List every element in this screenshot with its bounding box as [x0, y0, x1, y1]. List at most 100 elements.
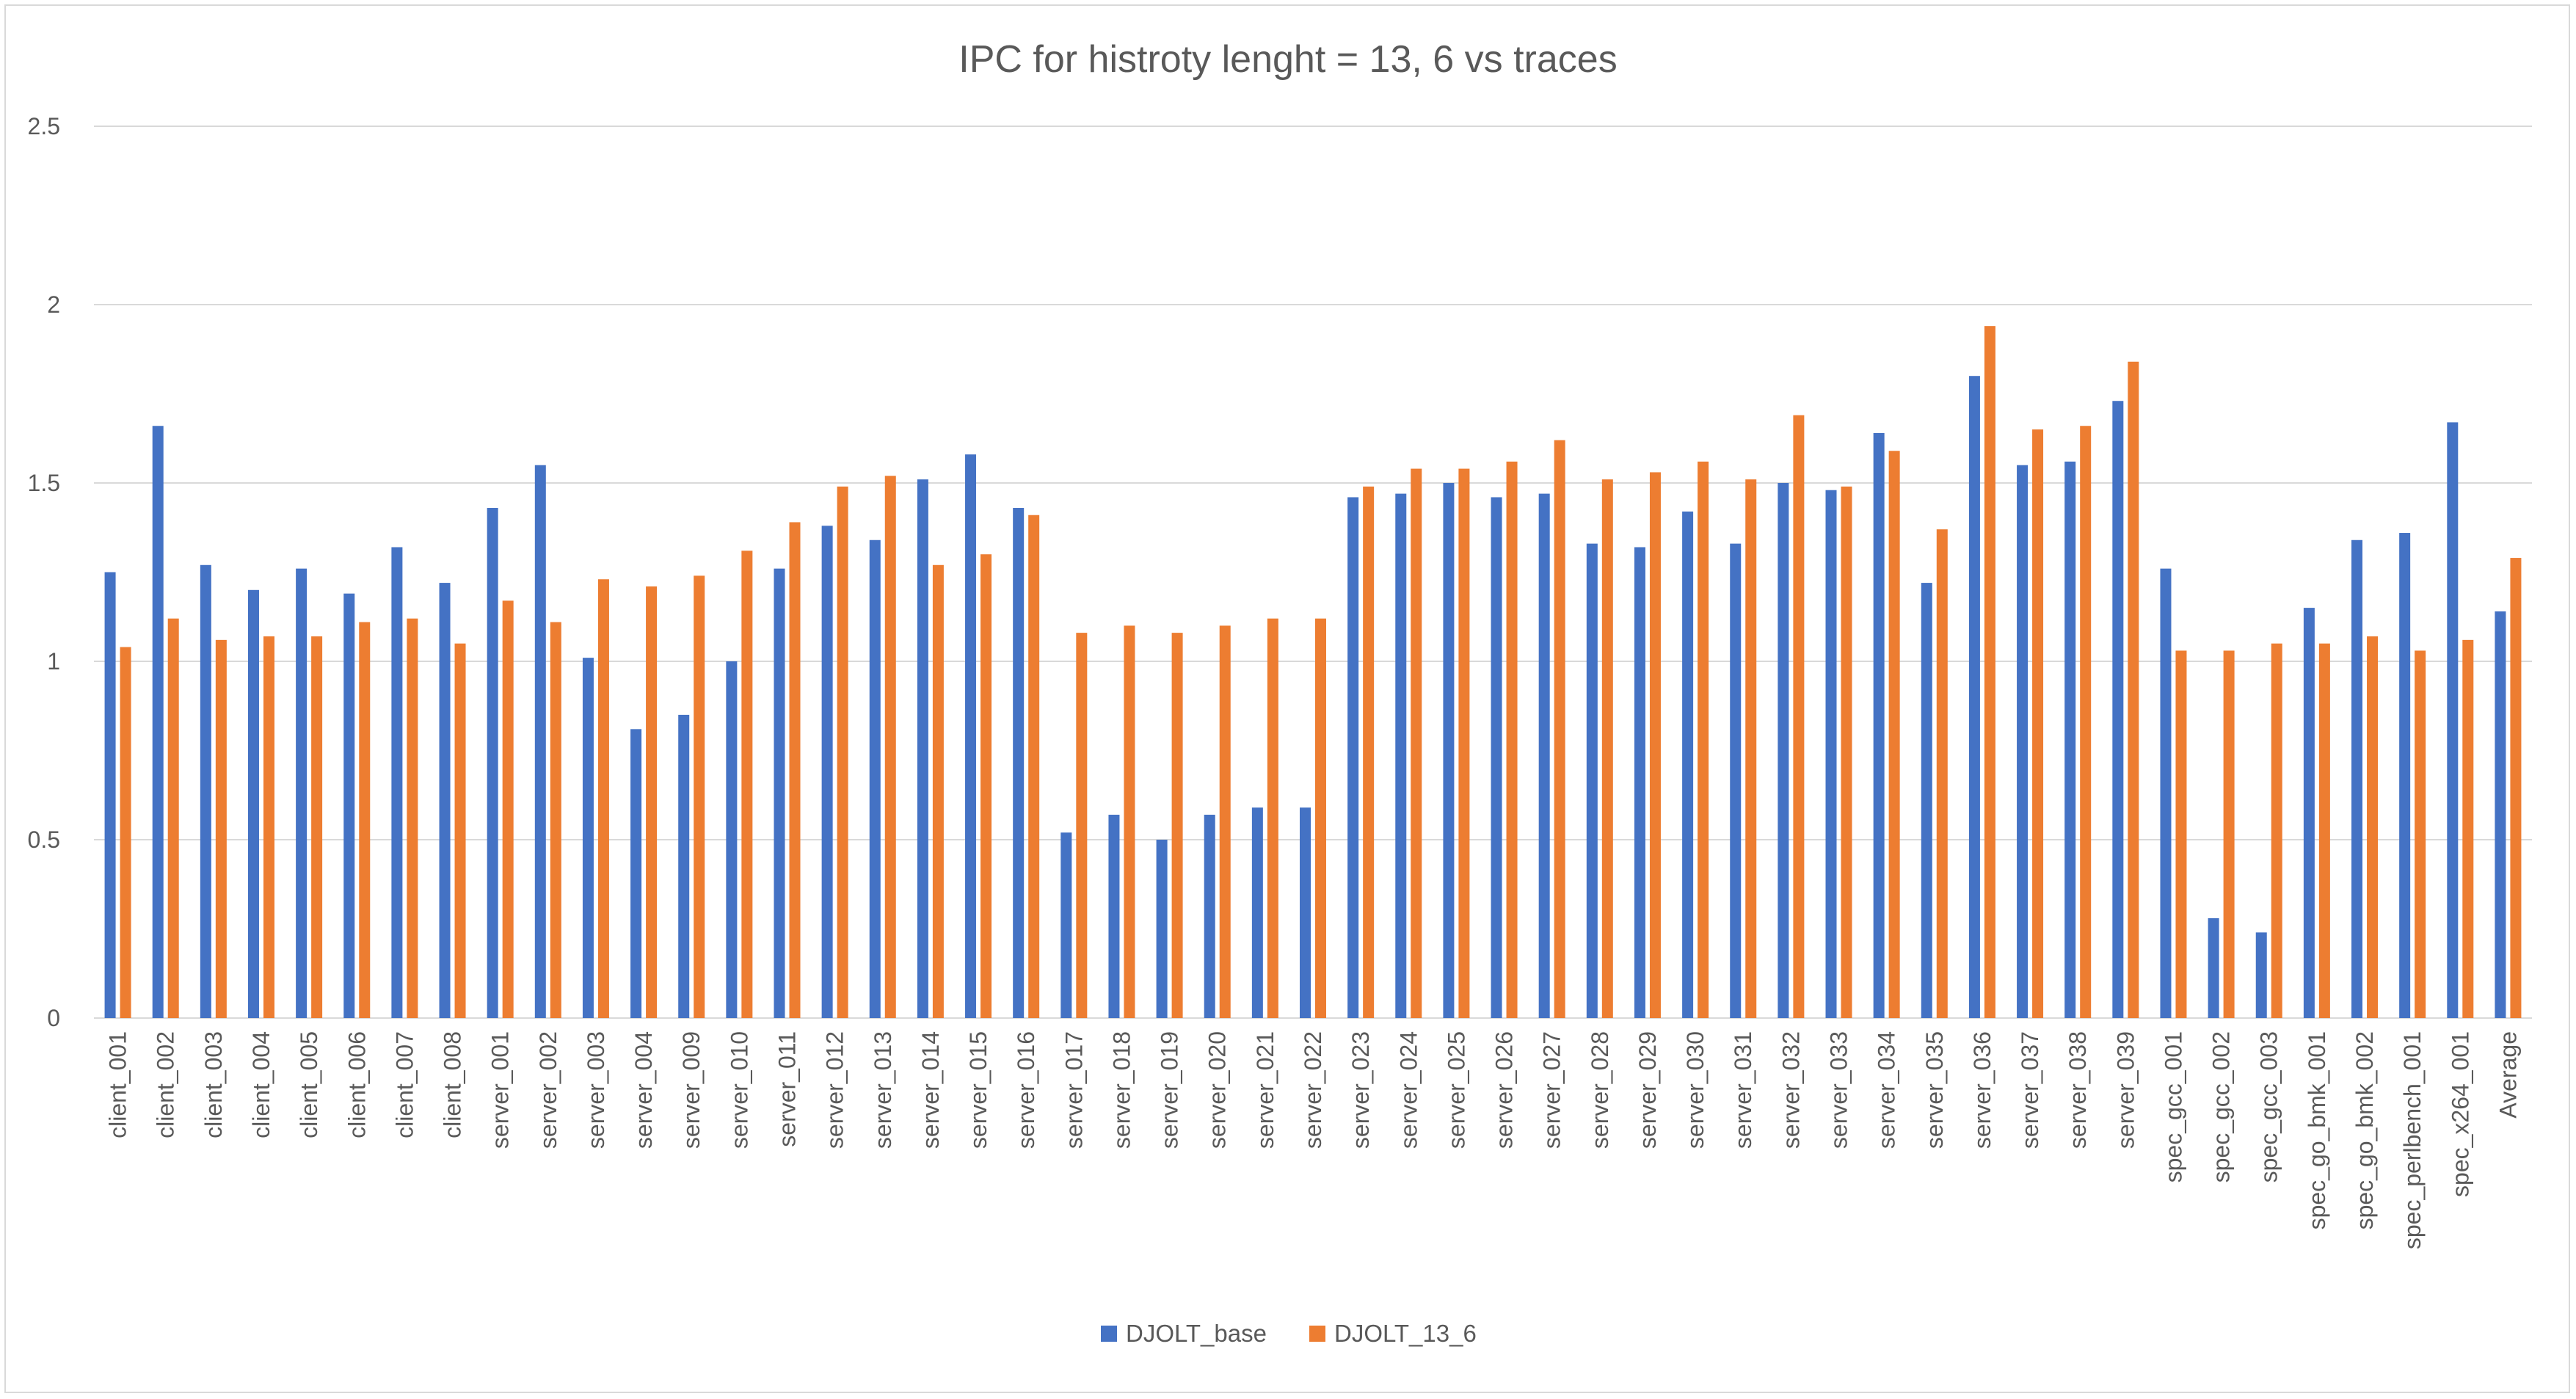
chart-frame	[4, 4, 2570, 1393]
x-tick-label: server_019	[1157, 1031, 1183, 1149]
bar-DJOLT_base-server_010	[726, 661, 738, 1018]
bar-DJOLT_base-server_022	[1300, 807, 1311, 1018]
bar-DJOLT_base-server_028	[1586, 543, 1598, 1018]
x-tick-label: client_004	[248, 1031, 274, 1138]
bar-DJOLT_13_6-server_029	[1649, 472, 1661, 1018]
bar-DJOLT_base-client_002	[152, 426, 164, 1018]
bar-DJOLT_base-server_024	[1395, 493, 1407, 1018]
x-tick-label: server_009	[678, 1031, 705, 1149]
x-tick-label: server_039	[2112, 1031, 2139, 1149]
bar-DJOLT_base-server_029	[1634, 547, 1645, 1018]
x-tick-label: server_022	[1300, 1031, 1326, 1149]
x-tick-label: client_008	[440, 1031, 466, 1138]
x-tick-label: Average	[2495, 1031, 2521, 1119]
bar-DJOLT_13_6-server_022	[1315, 618, 1326, 1018]
x-tick-label: server_023	[1347, 1031, 1374, 1149]
x-tick-label: server_013	[870, 1031, 896, 1149]
bar-DJOLT_13_6-server_001	[502, 600, 514, 1018]
bar-DJOLT_13_6-server_015	[980, 554, 992, 1018]
bar-DJOLT_13_6-server_004	[646, 586, 658, 1018]
bar-DJOLT_base-server_018	[1108, 814, 1120, 1018]
bar-DJOLT_13_6-server_016	[1028, 515, 1040, 1018]
bar-DJOLT_base-server_030	[1682, 511, 1694, 1018]
y-tick-label: 1.5	[28, 470, 60, 496]
bar-DJOLT_base-client_007	[391, 547, 403, 1018]
bar-DJOLT_base-spec_go_bmk_002	[2351, 539, 2363, 1018]
bar-DJOLT_base-server_031	[1730, 543, 1742, 1018]
bar-DJOLT_13_6-server_011	[789, 522, 801, 1018]
bar-DJOLT_13_6-server_021	[1267, 618, 1278, 1018]
bar-DJOLT_13_6-client_001	[120, 647, 131, 1018]
legend-swatch	[1101, 1326, 1117, 1342]
x-tick-label: client_001	[105, 1031, 131, 1138]
bar-DJOLT_13_6-spec_gcc_001	[2175, 650, 2187, 1018]
x-tick-label: server_034	[1874, 1031, 1900, 1149]
x-tick-label: server_018	[1108, 1031, 1135, 1149]
x-tick-label: server_002	[535, 1031, 561, 1149]
bar-DJOLT_base-Average	[2495, 611, 2506, 1018]
bar-DJOLT_13_6-client_007	[407, 618, 418, 1018]
bar-DJOLT_base-spec_go_bmk_001	[2303, 608, 2315, 1018]
bar-DJOLT_base-server_027	[1538, 493, 1550, 1018]
bar-DJOLT_base-server_009	[678, 714, 690, 1018]
gridlines	[94, 126, 2532, 1019]
x-tick-label: spec_go_bmk_002	[2351, 1031, 2378, 1229]
legend-label: DJOLT_base	[1126, 1320, 1267, 1347]
x-tick-label: server_030	[1682, 1031, 1709, 1149]
bar-DJOLT_base-server_001	[487, 508, 498, 1018]
x-tick-label: server_020	[1204, 1031, 1231, 1149]
bar-DJOLT_base-server_025	[1443, 483, 1455, 1018]
x-tick-label: client_002	[153, 1031, 179, 1138]
x-tick-label: server_010	[726, 1031, 752, 1149]
x-tick-label: server_031	[1730, 1031, 1756, 1149]
bar-DJOLT_base-server_026	[1491, 497, 1502, 1018]
x-tick-label: server_012	[822, 1031, 848, 1149]
bar-DJOLT_base-spec_gcc_001	[2160, 568, 2172, 1018]
x-tick-label: server_027	[1539, 1031, 1565, 1149]
bar-DJOLT_base-server_038	[2064, 461, 2076, 1018]
bar-DJOLT_13_6-server_035	[1936, 529, 1948, 1018]
x-tick-label: server_037	[2017, 1031, 2043, 1149]
bar-DJOLT_base-client_008	[439, 583, 451, 1018]
bar-DJOLT_13_6-server_003	[597, 579, 609, 1018]
bar-DJOLT_13_6-spec_perlbench_001	[2415, 650, 2426, 1018]
bar-DJOLT_13_6-client_008	[454, 643, 466, 1018]
bar-DJOLT_base-client_005	[296, 568, 308, 1018]
bar-DJOLT_base-server_037	[2017, 465, 2029, 1018]
bar-DJOLT_13_6-server_038	[2080, 426, 2092, 1018]
y-axis-ticks: 0 0.5 1 1.5 2 2.5	[28, 113, 60, 1031]
x-tick-label: client_003	[200, 1031, 227, 1138]
bar-DJOLT_base-spec_gcc_002	[2208, 917, 2219, 1018]
bar-DJOLT_13_6-client_004	[263, 636, 274, 1018]
bar-DJOLT_base-server_036	[1968, 376, 1980, 1018]
x-tick-label: server_028	[1587, 1031, 1613, 1149]
bar-DJOLT_base-server_035	[1921, 583, 1932, 1018]
bar-DJOLT_base-spec_gcc_003	[2255, 932, 2267, 1018]
bar-DJOLT_13_6-server_023	[1363, 486, 1375, 1018]
legend-swatch	[1309, 1326, 1325, 1342]
x-tick-label: server_003	[583, 1031, 609, 1149]
bar-DJOLT_13_6-client_002	[167, 618, 179, 1018]
bar-DJOLT_base-server_015	[965, 454, 977, 1018]
x-tick-label: client_006	[343, 1031, 370, 1138]
bar-DJOLT_13_6-server_026	[1506, 461, 1518, 1018]
bar-DJOLT_13_6-server_028	[1601, 479, 1613, 1018]
bar-DJOLT_13_6-server_025	[1458, 468, 1470, 1018]
bar-DJOLT_13_6-spec_go_bmk_001	[2318, 643, 2330, 1018]
bar-DJOLT_base-server_020	[1204, 814, 1215, 1018]
bar-DJOLT_13_6-server_019	[1171, 633, 1183, 1018]
bar-DJOLT_base-client_004	[247, 589, 259, 1018]
bar-DJOLT_13_6-spec_gcc_002	[2223, 650, 2235, 1018]
bar-DJOLT_13_6-server_039	[2128, 361, 2139, 1018]
bar-DJOLT_base-server_002	[534, 465, 546, 1018]
bar-DJOLT_base-server_016	[1013, 508, 1025, 1018]
x-tick-label: server_032	[1778, 1031, 1804, 1149]
bar-DJOLT_13_6-server_031	[1745, 479, 1757, 1018]
bar-DJOLT_base-spec_perlbench_001	[2399, 533, 2411, 1018]
bar-DJOLT_base-server_023	[1347, 497, 1359, 1018]
bar-DJOLT_13_6-server_014	[932, 564, 944, 1018]
x-tick-label: server_011	[774, 1031, 800, 1147]
bar-DJOLT_base-server_039	[2112, 401, 2124, 1018]
bar-DJOLT_13_6-server_034	[1888, 451, 1900, 1018]
